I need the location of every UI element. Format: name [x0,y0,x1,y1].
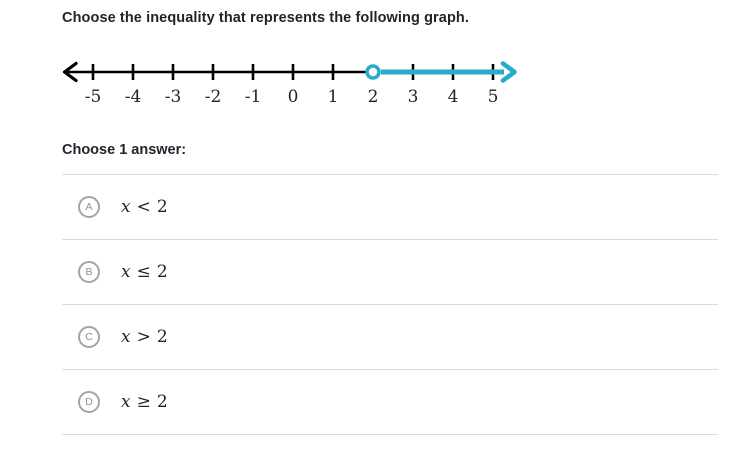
svg-text:2: 2 [368,87,379,107]
radio-letter-d[interactable]: D [78,391,100,413]
tick-marks [91,64,495,80]
math-operator: ≥ [136,392,151,412]
svg-text:-5: -5 [85,87,102,107]
option-letter: A [85,201,93,213]
math-value: 2 [156,197,168,217]
tick-labels: -5 -4 -3 -2 -1 0 1 2 3 4 5 [85,87,499,107]
math-operator: < [136,197,151,217]
svg-text:1: 1 [328,87,339,107]
choose-answer-label: Choose 1 answer: [62,142,187,158]
question-prompt: Choose the inequality that represents th… [62,10,470,26]
answer-option-a[interactable]: A x < 2 [62,174,718,239]
math-variable: x [121,197,131,217]
svg-text:0: 0 [288,87,299,107]
svg-text:-4: -4 [125,87,142,107]
svg-text:3: 3 [408,87,419,107]
radio-letter-c[interactable]: C [78,326,100,348]
svg-text:-1: -1 [245,87,262,107]
answer-options-list: A x < 2 B x ≤ 2 C x > [62,174,718,435]
math-variable: x [121,262,131,282]
right-arrow-icon [500,61,517,83]
math-operator: > [136,327,151,347]
option-expression: x ≥ 2 [121,392,168,412]
option-expression: x < 2 [121,197,168,217]
radio-letter-b[interactable]: B [78,261,100,283]
answer-option-b[interactable]: B x ≤ 2 [62,239,718,304]
option-expression: x ≤ 2 [121,262,168,282]
math-value: 2 [156,392,168,412]
math-value: 2 [156,262,168,282]
answer-option-d[interactable]: D x ≥ 2 [62,369,718,434]
open-point [365,64,381,80]
left-arrow-icon [62,61,78,83]
math-variable: x [121,392,131,412]
svg-text:5: 5 [488,87,499,107]
number-line-graph: -5 -4 -3 -2 -1 0 1 2 3 4 5 [62,61,517,107]
option-letter: B [85,266,93,278]
option-letter: C [85,331,93,343]
math-operator: ≤ [136,262,151,282]
math-value: 2 [156,327,168,347]
answer-option-c[interactable]: C x > 2 [62,304,718,369]
option-letter: D [85,396,93,408]
svg-text:-2: -2 [205,87,222,107]
option-expression: x > 2 [121,327,168,347]
radio-letter-a[interactable]: A [78,196,100,218]
svg-text:-3: -3 [165,87,182,107]
svg-text:4: 4 [448,87,459,107]
math-variable: x [121,327,131,347]
